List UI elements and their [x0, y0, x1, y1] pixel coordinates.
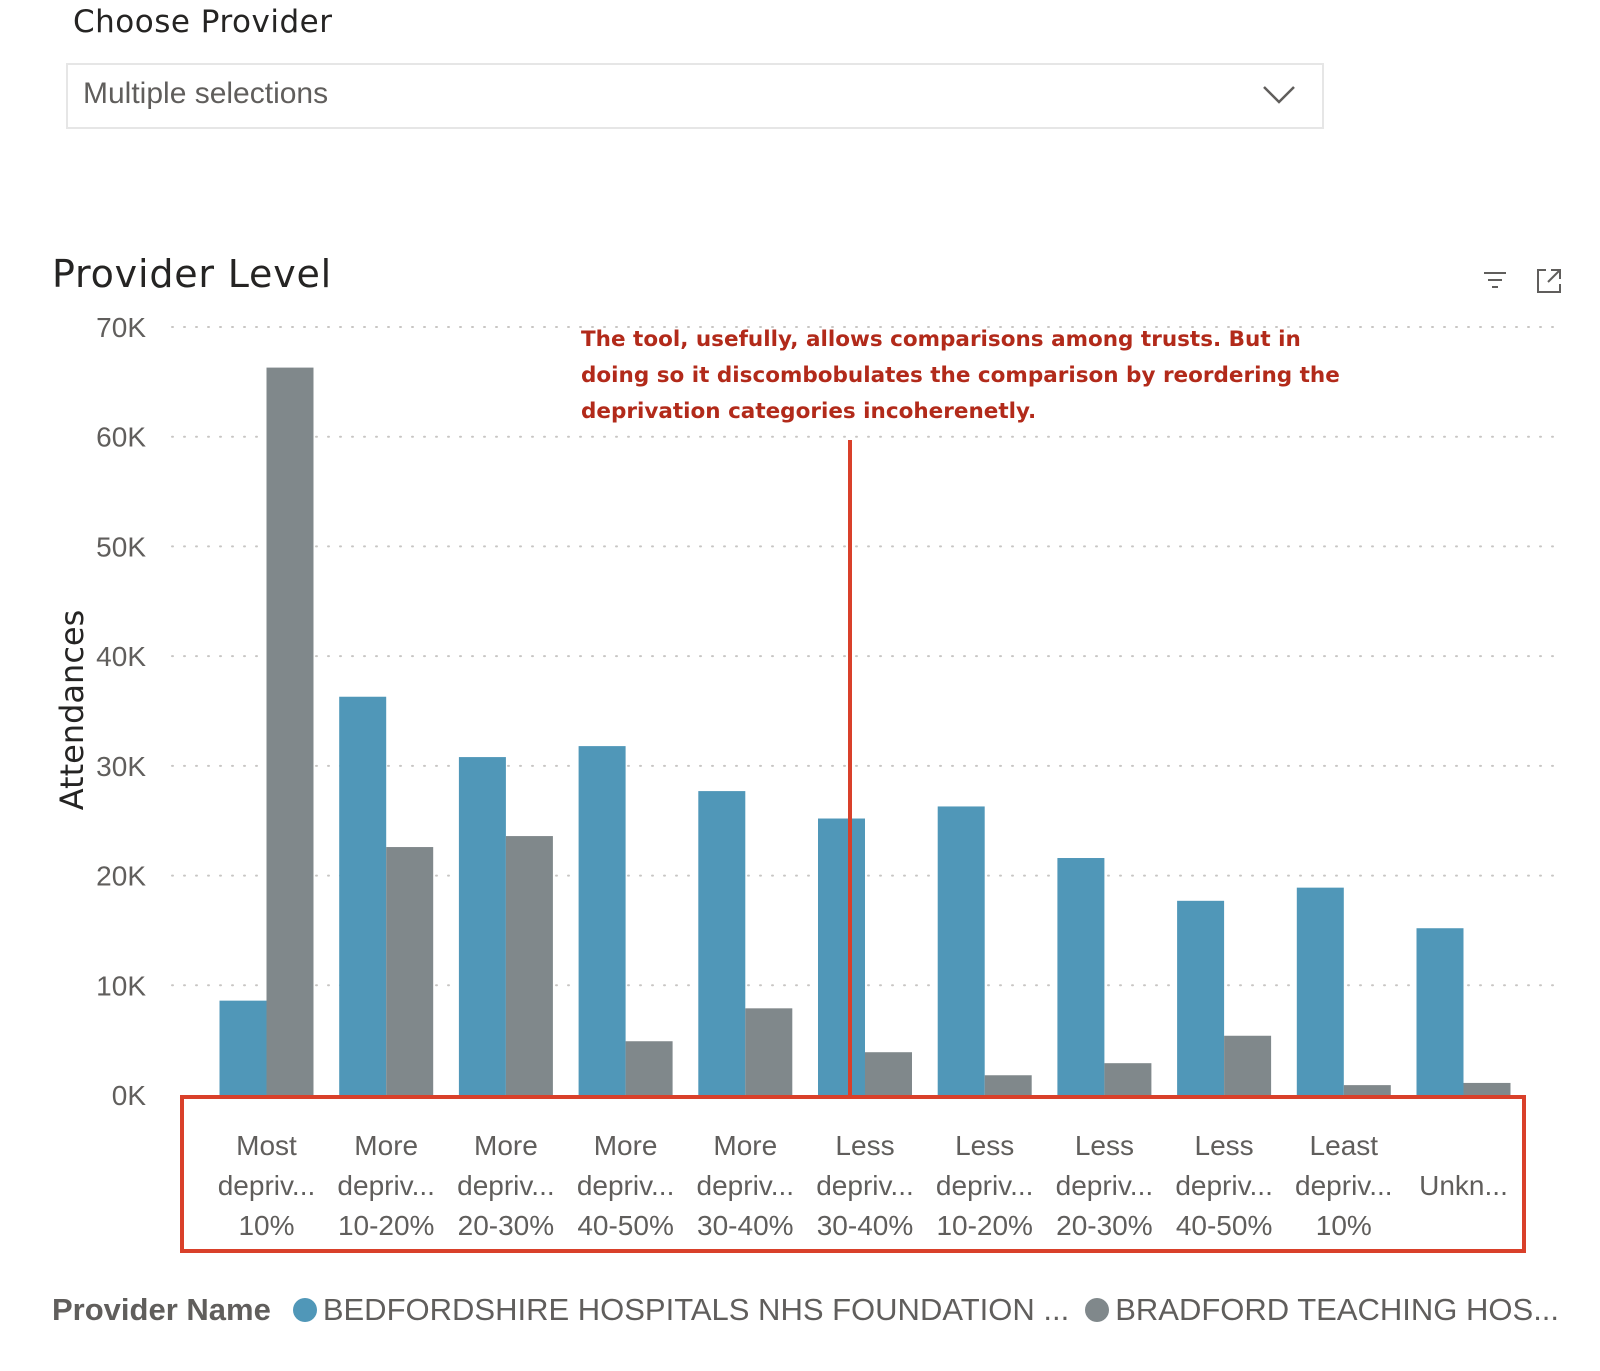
x-tick-label: depriv...	[457, 1170, 555, 1201]
legend-item-series-1[interactable]: BEDFORDSHIRE HOSPITALS NHS FOUNDATION ..…	[292, 1292, 1070, 1328]
x-tick-label: More	[354, 1130, 418, 1161]
x-tick-label: Least	[1310, 1130, 1379, 1161]
x-tick-label: 20-30%	[1056, 1210, 1153, 1241]
bar-series-1	[818, 818, 865, 1095]
bar-series-1	[1296, 887, 1344, 1095]
x-tick-label: More	[594, 1130, 658, 1161]
x-tick-label: depriv...	[816, 1170, 914, 1201]
bar-series-2	[984, 1075, 1032, 1095]
x-tick-label: depriv...	[936, 1170, 1034, 1201]
annotation-text-line: The tool, usefully, allows comparisons a…	[581, 327, 1301, 352]
bar-series-2	[386, 847, 434, 1095]
y-axis-title: Attendances	[53, 610, 91, 811]
x-tick-label: depriv...	[697, 1170, 795, 1201]
legend-item-series-2[interactable]: BRADFORD TEACHING HOS...	[1085, 1292, 1559, 1328]
bar-series-1	[698, 791, 746, 1095]
legend-marker	[292, 1298, 317, 1322]
x-tick-label: 10-20%	[936, 1210, 1033, 1241]
focus-mode-icon[interactable]	[1534, 266, 1564, 296]
bar-series-2	[745, 1008, 793, 1095]
y-tick-label: 60K	[96, 422, 146, 453]
bar-series-2	[505, 836, 553, 1095]
x-tick-label: 30-40%	[697, 1210, 794, 1241]
y-tick-label: 30K	[96, 751, 146, 782]
x-tick-label: depriv...	[1056, 1170, 1154, 1201]
y-tick-label: 40K	[96, 641, 146, 672]
bar-series-2	[1343, 1085, 1391, 1095]
x-tick-label: 40-50%	[1176, 1210, 1273, 1241]
bar-series-1	[458, 757, 506, 1095]
x-tick-label: depriv...	[1175, 1170, 1273, 1201]
x-tick-label: More	[474, 1130, 538, 1161]
legend: Provider Name BEDFORDSHIRE HOSPITALS NHS…	[52, 1290, 1559, 1330]
chart-title: Provider Level	[52, 252, 333, 296]
x-tick-label: Less	[1075, 1130, 1134, 1161]
dropdown-selected-value: Multiple selections	[83, 77, 329, 110]
annotation-text-line: doing so it discombobulates the comparis…	[581, 363, 1340, 388]
x-tick-label: Unkn...	[1419, 1170, 1508, 1201]
bar-series-1	[1057, 858, 1105, 1095]
bar-series-1	[339, 696, 387, 1095]
x-tick-label: 10%	[238, 1210, 294, 1241]
filter-icon[interactable]	[1480, 266, 1510, 296]
legend-title: Provider Name	[52, 1292, 271, 1327]
y-tick-label: 70K	[96, 312, 146, 343]
annotation-highlight-box	[180, 1095, 1526, 1253]
bar-series-1	[1177, 900, 1225, 1095]
y-tick-label: 10K	[96, 970, 146, 1001]
chevron-down-icon	[1263, 86, 1295, 104]
x-tick-label: 20-30%	[458, 1210, 555, 1241]
y-tick-label: 0K	[112, 1080, 147, 1111]
bar-series-1	[1416, 928, 1464, 1095]
x-tick-label: Most	[236, 1130, 297, 1161]
x-tick-label: 40-50%	[577, 1210, 674, 1241]
x-tick-label: 10%	[1316, 1210, 1372, 1241]
legend-label: BRADFORD TEACHING HOS...	[1115, 1292, 1560, 1327]
x-tick-label: 30-40%	[817, 1210, 914, 1241]
x-tick-label: Less	[835, 1130, 894, 1161]
x-tick-label: depriv...	[337, 1170, 435, 1201]
x-tick-label: depriv...	[1295, 1170, 1393, 1201]
legend-label: BEDFORDSHIRE HOSPITALS NHS FOUNDATION ..…	[322, 1292, 1070, 1327]
bar-series-2	[1224, 1035, 1272, 1095]
bar-series-1	[219, 1000, 267, 1095]
x-tick-label: Less	[1195, 1130, 1254, 1161]
bar-series-1	[937, 806, 985, 1095]
bar-series-2	[1104, 1063, 1152, 1095]
slicer-title: Choose Provider	[73, 4, 333, 40]
y-tick-label: 50K	[96, 531, 146, 562]
y-tick-label: 20K	[96, 861, 146, 892]
legend-marker	[1085, 1298, 1110, 1322]
bar-series-2	[266, 367, 314, 1095]
bar-series-2	[1463, 1082, 1511, 1095]
x-tick-label: Less	[955, 1130, 1014, 1161]
x-tick-label: More	[713, 1130, 777, 1161]
annotation-text-line: deprivation categories incoherenetly.	[581, 399, 1036, 424]
x-tick-label: depriv...	[218, 1170, 316, 1201]
bar-series-2	[625, 1041, 673, 1095]
provider-dropdown[interactable]: Multiple selections	[66, 63, 1324, 129]
x-tick-label: depriv...	[577, 1170, 675, 1201]
bar-series-2	[865, 1052, 912, 1095]
x-tick-label: 10-20%	[338, 1210, 435, 1241]
bar-series-1	[578, 746, 626, 1095]
